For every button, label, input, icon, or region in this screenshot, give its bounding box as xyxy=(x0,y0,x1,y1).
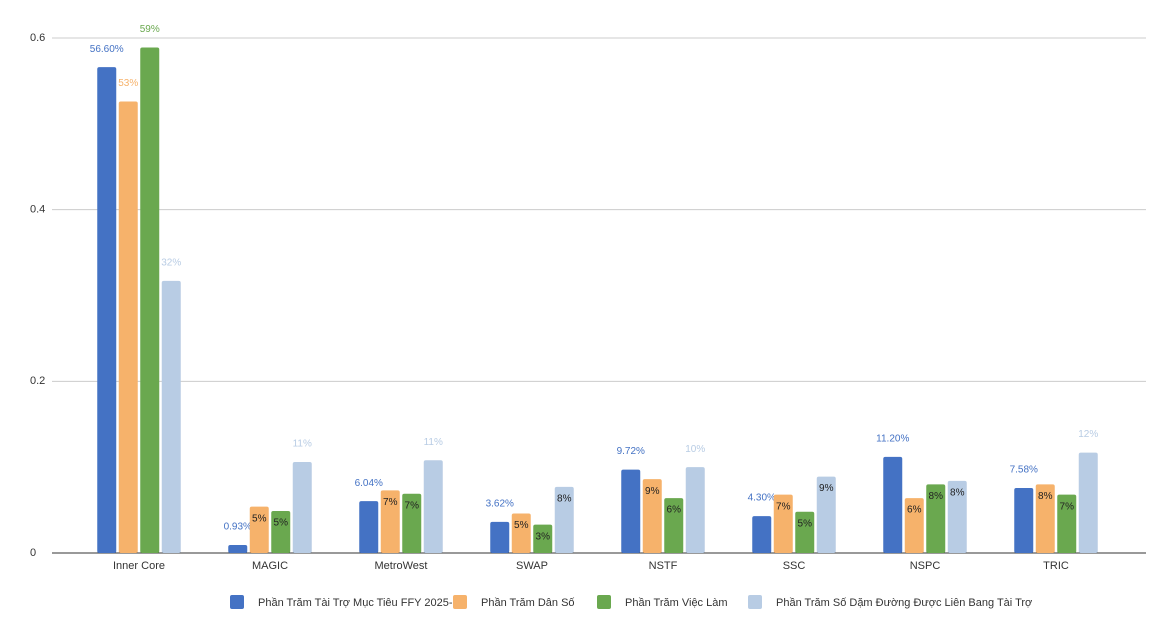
bar xyxy=(118,101,138,554)
bar xyxy=(1035,484,1055,553)
bar xyxy=(490,521,510,553)
x-tick-label: Inner Core xyxy=(113,560,165,572)
bar xyxy=(292,462,312,553)
bar xyxy=(140,47,160,554)
bar xyxy=(685,467,705,553)
bar xyxy=(752,516,772,553)
y-tick-label: 0 xyxy=(30,547,36,559)
bar xyxy=(621,469,641,553)
bar xyxy=(533,524,553,553)
bar xyxy=(97,67,117,553)
value-label: 6.04% xyxy=(355,478,383,489)
y-tick-label: 0.6 xyxy=(30,32,45,44)
value-label: 8% xyxy=(1038,491,1053,502)
bar xyxy=(554,486,574,553)
value-label: 4.30% xyxy=(748,493,776,504)
x-tick-label: NSTF xyxy=(649,560,678,572)
bar xyxy=(511,513,531,553)
value-label: 56.60% xyxy=(90,44,124,55)
bar xyxy=(271,510,291,553)
value-label: 7.58% xyxy=(1010,465,1038,476)
bar xyxy=(380,490,400,553)
value-label: 9% xyxy=(645,486,660,497)
value-label: 53% xyxy=(118,78,138,89)
bar xyxy=(423,460,443,553)
bar xyxy=(228,545,248,553)
legend-label: Phần Trăm Tài Trợ Mục Tiêu FFY 2025-29 xyxy=(258,597,465,609)
bar xyxy=(816,476,836,553)
value-label: 6% xyxy=(907,505,922,516)
bar xyxy=(642,479,662,553)
value-label: 10% xyxy=(685,444,705,455)
x-tick-label: NSPC xyxy=(910,560,941,572)
bar xyxy=(664,498,684,553)
bar xyxy=(161,280,181,553)
legend-label: Phần Trăm Việc Làm xyxy=(625,597,728,609)
bar xyxy=(1057,494,1077,553)
value-label: 59% xyxy=(140,24,160,35)
bar xyxy=(402,493,422,553)
x-tick-label: TRIC xyxy=(1043,560,1069,572)
value-label: 6% xyxy=(667,505,682,516)
x-tick-label: MAGIC xyxy=(252,560,288,572)
x-tick-label: MetroWest xyxy=(375,560,428,572)
value-label: 32% xyxy=(161,258,181,269)
value-label: 11% xyxy=(293,439,312,450)
value-label: 7% xyxy=(1060,501,1075,512)
value-label: 12% xyxy=(1078,429,1098,440)
bar xyxy=(795,511,815,553)
legend-swatch xyxy=(453,595,467,609)
value-label: 11% xyxy=(424,437,443,448)
bar xyxy=(926,484,946,553)
value-label: 9% xyxy=(819,483,834,494)
y-tick-label: 0.2 xyxy=(30,375,45,387)
legend-label: Phần Trăm Dân Số xyxy=(481,597,575,609)
value-label: 8% xyxy=(929,491,944,502)
y-tick-label: 0.4 xyxy=(30,204,45,216)
bar xyxy=(947,480,967,553)
value-label: 7% xyxy=(776,501,791,512)
value-label: 8% xyxy=(950,488,965,499)
legend-swatch xyxy=(748,595,762,609)
bar xyxy=(1078,452,1098,553)
bar xyxy=(904,498,924,553)
legend-swatch xyxy=(597,595,611,609)
value-label: 11.20% xyxy=(876,434,909,445)
value-label: 8% xyxy=(557,494,572,505)
value-label: 5% xyxy=(252,513,267,524)
value-label: 0.93% xyxy=(224,522,252,533)
bar xyxy=(883,456,903,553)
value-label: 3% xyxy=(536,531,551,542)
value-label: 7% xyxy=(405,500,420,511)
value-label: 9.72% xyxy=(617,446,645,457)
x-tick-label: SSC xyxy=(783,560,806,572)
value-label: 7% xyxy=(383,497,398,508)
bar xyxy=(249,506,269,553)
value-label: 3.62% xyxy=(486,499,514,510)
bar xyxy=(1014,487,1034,553)
value-label: 5% xyxy=(274,518,289,529)
value-label: 5% xyxy=(798,518,813,529)
legend-swatch xyxy=(230,595,244,609)
bar xyxy=(359,501,379,553)
legend-label: Phần Trăm Số Dặm Đường Được Liên Bang Tà… xyxy=(776,597,1032,609)
x-tick-label: SWAP xyxy=(516,560,548,572)
bar xyxy=(773,494,793,553)
value-label: 5% xyxy=(514,520,529,531)
